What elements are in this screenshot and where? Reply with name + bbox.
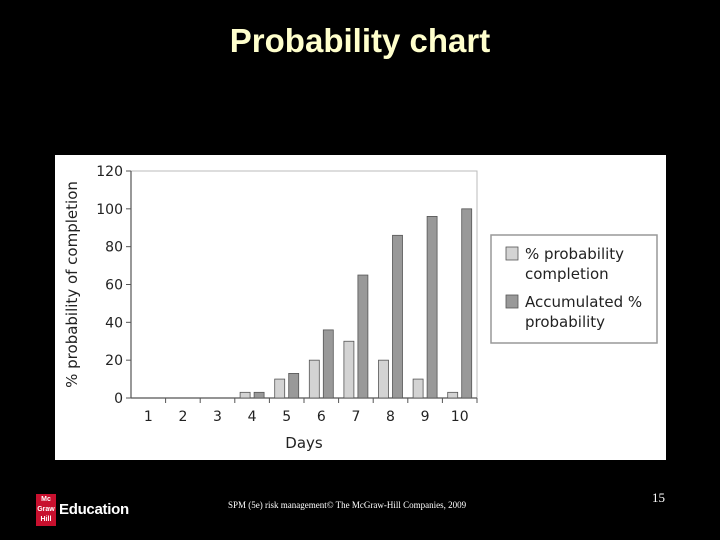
bar-series-1 [378, 359, 389, 399]
x-tick-label: 10 [451, 409, 469, 425]
bar-series-1 [447, 391, 459, 399]
x-tick-label: 5 [282, 409, 291, 425]
y-axis-label: % probability of completion [63, 181, 81, 388]
x-tick-label: 1 [144, 409, 153, 425]
x-tick-label: 9 [421, 409, 430, 425]
legend-box [490, 234, 658, 344]
bar-series-2 [461, 208, 473, 399]
bar-series-2 [426, 216, 438, 399]
x-tick-label: 6 [317, 409, 326, 425]
logo-mark-line: Hill [40, 516, 52, 523]
legend-label-1: % probability completion [525, 245, 624, 283]
slide-title: Probability chart [229, 22, 491, 59]
logo-mark-line: Mc [41, 496, 51, 503]
y-tick-label: 80 [105, 240, 123, 256]
plot-frame [130, 170, 478, 399]
bar-series-1 [412, 378, 424, 399]
logo-text: Education [59, 501, 129, 518]
x-tick-label: 7 [351, 409, 360, 425]
y-tick-label: 40 [105, 315, 123, 331]
legend-label-2: Accumulated % probability [525, 293, 642, 331]
x-axis-label: Days [285, 434, 323, 452]
x-tick-label: 3 [213, 409, 222, 425]
x-tick-label: 4 [248, 409, 257, 425]
y-tick-label: 20 [105, 353, 123, 369]
page-number: 15 [652, 490, 665, 505]
bar-series-1 [239, 391, 251, 399]
x-tick-label: 2 [178, 409, 187, 425]
legend-swatch-1 [505, 246, 519, 261]
y-tick-label: 120 [96, 164, 123, 180]
bar-series-2 [357, 274, 369, 399]
x-tick-label: 8 [386, 409, 395, 425]
chart-panel: 0 20 40 60 80 100 120 1 2 3 4 5 6 7 8 9 10 Days % probabil… [55, 155, 666, 460]
bar-series-2 [322, 329, 334, 399]
bar-series-2 [288, 373, 300, 399]
y-tick-label: 0 [114, 391, 123, 407]
mcgraw-hill-logo: Mc Graw Hill Education [36, 494, 146, 526]
bar-series-1 [274, 378, 286, 399]
y-tick-label: 60 [105, 278, 123, 294]
bar-series-1 [343, 340, 355, 399]
probability-bar-chart: 0 20 40 60 80 100 120 1 2 3 4 5 6 7 8 9 10 Days % probabil… [63, 164, 658, 452]
legend-swatch-2 [505, 294, 519, 309]
y-tick-label: 100 [96, 202, 123, 218]
bar-series-2 [253, 391, 265, 399]
logo-mark-line: Graw [37, 506, 55, 513]
logo-mark: Mc Graw Hill [36, 494, 56, 526]
bar-series-1 [308, 359, 320, 399]
footer-text: SPM (5e) risk management© The McGraw-Hil… [228, 500, 467, 510]
bar-series-2 [392, 234, 403, 399]
